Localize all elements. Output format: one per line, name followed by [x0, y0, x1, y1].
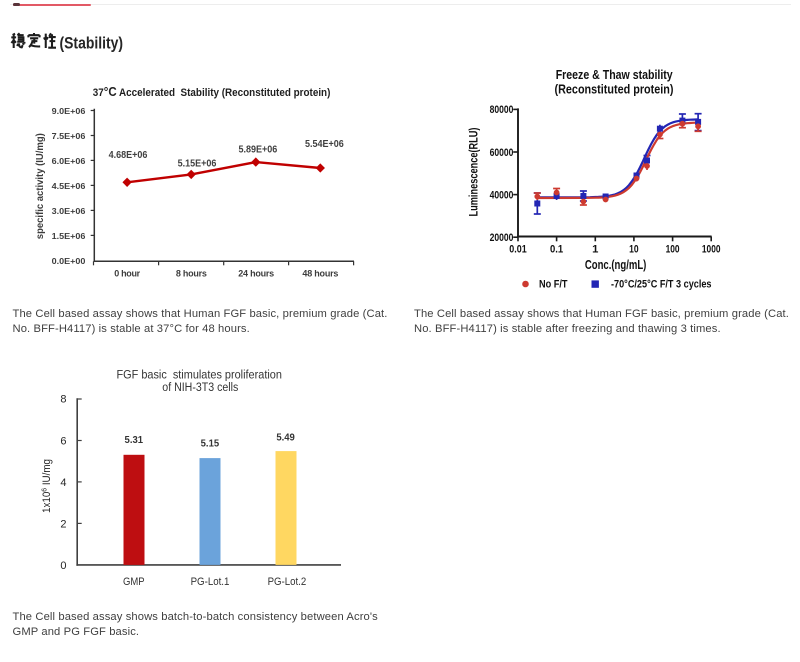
svg-text:60000: 60000 [490, 147, 514, 159]
svg-text:(Reconstituted protein): (Reconstituted protein) [555, 81, 674, 96]
svg-text:8 hours: 8 hours [176, 269, 207, 279]
svg-text:10: 10 [629, 243, 639, 255]
svg-text:5.89E+06: 5.89E+06 [239, 145, 278, 156]
svg-text:3.0E+06: 3.0E+06 [52, 206, 86, 216]
svg-text:-70°C/25°C F/T 3 cycles: -70°C/25°C F/T 3 cycles [611, 279, 712, 291]
svg-text:0.0E+00: 0.0E+00 [52, 256, 86, 266]
svg-text:9.0E+06: 9.0E+06 [52, 106, 86, 116]
svg-text:Conc.(ng/mL): Conc.(ng/mL) [585, 258, 647, 272]
svg-text:5.49: 5.49 [276, 431, 295, 443]
svg-text:PG-Lot.1: PG-Lot.1 [191, 576, 230, 588]
svg-text:0 hour: 0 hour [114, 269, 140, 279]
svg-text:24 hours: 24 hours [238, 269, 274, 279]
svg-text:7.5E+06: 7.5E+06 [52, 131, 86, 141]
svg-text:5.15E+06: 5.15E+06 [178, 159, 217, 170]
svg-text:Luminescence(RLU): Luminescence(RLU) [469, 127, 481, 216]
svg-text:of NIH-3T3 cells: of NIH-3T3 cells [162, 380, 238, 394]
svg-text:5.31: 5.31 [125, 434, 144, 446]
svg-text:4.5E+06: 4.5E+06 [52, 181, 86, 191]
svg-text:2: 2 [60, 518, 66, 530]
svg-text:1: 1 [592, 243, 598, 255]
svg-text:4: 4 [60, 477, 66, 489]
svg-text:40000: 40000 [490, 189, 514, 201]
svg-text:1000: 1000 [702, 243, 721, 255]
svg-text:8: 8 [60, 394, 66, 406]
svg-text:6: 6 [60, 435, 66, 447]
svg-text:Freeze & Thaw stability: Freeze & Thaw stability [556, 67, 674, 82]
svg-text:0.1: 0.1 [550, 243, 563, 255]
svg-text:20000: 20000 [490, 232, 514, 244]
svg-text:GMP: GMP [123, 576, 145, 588]
svg-text:0: 0 [60, 560, 66, 572]
svg-text:PG-Lot.2: PG-Lot.2 [268, 576, 307, 588]
svg-text:100: 100 [666, 243, 680, 255]
svg-text:5.15: 5.15 [201, 438, 220, 450]
svg-text:FGF basic stimulates prolifer: FGF basic stimulates proliferation [117, 367, 283, 381]
svg-text:48 hours: 48 hours [302, 269, 338, 279]
svg-text:4.68E+06: 4.68E+06 [109, 150, 148, 161]
svg-text:1.5E+06: 1.5E+06 [52, 231, 86, 241]
svg-text:37°C Accelerated Stability (R: 37°C Accelerated Stability (Reconstitute… [93, 84, 331, 99]
svg-text:specific activity (IU/mg): specific activity (IU/mg) [35, 133, 46, 239]
svg-text:1x106 IU/mg: 1x106 IU/mg [40, 459, 54, 513]
svg-text:(Stability): (Stability) [60, 33, 124, 52]
svg-text:No F/T: No F/T [539, 279, 568, 291]
svg-text:0.01: 0.01 [509, 243, 526, 255]
svg-text:5.54E+06: 5.54E+06 [305, 139, 344, 150]
svg-text:6.0E+06: 6.0E+06 [52, 156, 86, 166]
svg-text:80000: 80000 [490, 104, 514, 116]
